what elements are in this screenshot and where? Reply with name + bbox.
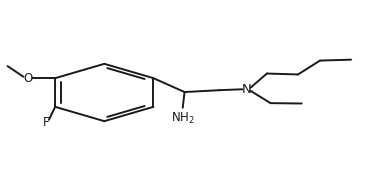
Text: F: F [43, 116, 49, 129]
Text: NH$_2$: NH$_2$ [171, 110, 195, 126]
Text: O: O [23, 72, 32, 85]
Text: N: N [242, 83, 252, 96]
